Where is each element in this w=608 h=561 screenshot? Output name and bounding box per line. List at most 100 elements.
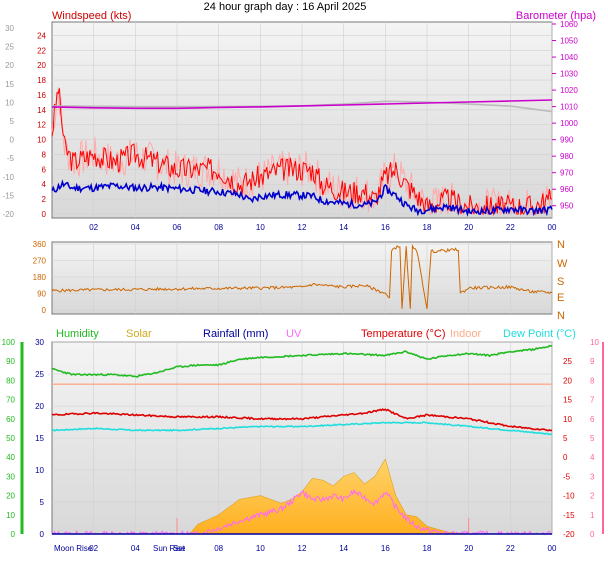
wind-tick-label: 0	[42, 210, 47, 219]
barometer-prev-series-line	[51, 100, 553, 113]
outer-tick-label: 10	[5, 98, 14, 107]
temp-tick-label: 20	[563, 376, 572, 385]
outer-tick-label: -15	[2, 191, 14, 200]
x-tick-label: 04	[131, 544, 140, 553]
rain-tick-label: 0	[40, 530, 45, 539]
baro-tick-label: 990	[560, 136, 574, 145]
rain-tick-label: 20	[35, 402, 44, 411]
rain-tick-label: 15	[35, 434, 44, 443]
temperature-label: Temperature (°C)	[361, 328, 445, 340]
humidity-tick-label: 60	[6, 415, 15, 424]
x-tick-label: 04	[131, 223, 140, 232]
humidity-tick-label: 20	[6, 492, 15, 501]
compass-tick-label: S	[557, 276, 564, 288]
temp-tick-label: -20	[563, 530, 575, 539]
dewpoint-label: Dew Point (°C)	[503, 328, 576, 340]
outer-tick-label: 0	[10, 136, 15, 145]
temp-series	[51, 344, 553, 536]
uv-tick-label: 9	[590, 357, 595, 366]
wind-avg-series-line	[51, 179, 553, 218]
baro-tick-label: 1020	[560, 86, 578, 95]
temp-tick-label: 15	[563, 396, 572, 405]
direction-series-line	[51, 243, 553, 309]
baro-tick-label: 1040	[560, 53, 578, 62]
wind-series	[51, 87, 553, 218]
humidity-tick-label: 80	[6, 376, 15, 385]
dir-tick-label: 0	[42, 306, 47, 315]
humidity-tick-label: 70	[6, 396, 15, 405]
outer-tick-label: 5	[10, 117, 15, 126]
baro-tick-label: 980	[560, 152, 574, 161]
baro-tick-label: 970	[560, 169, 574, 178]
humidity-tick-label: 0	[11, 530, 16, 539]
temp-axes: 0510152025300102030405060708090100-20-15…	[2, 338, 604, 553]
wind-tick-label: 6	[42, 165, 47, 174]
humidity-tick-label: 10	[6, 511, 15, 520]
humidity-tick-label: 90	[6, 357, 15, 366]
outer-tick-label: -20	[2, 210, 14, 219]
uv-tick-label: 0	[590, 530, 595, 539]
uv-tick-label: 1	[590, 511, 595, 520]
x-tick-label: 18	[423, 544, 432, 553]
rain-tick-label: 30	[35, 338, 44, 347]
x-tick-label: 16	[381, 223, 390, 232]
x-tick-label: 10	[256, 223, 265, 232]
humidity-tick-label: 40	[6, 453, 15, 462]
temperature-series-line	[51, 408, 553, 432]
outer-tick-label: -5	[7, 154, 15, 163]
solar-area	[52, 458, 552, 535]
wind-tick-label: 12	[37, 121, 46, 130]
wind-tick-label: 22	[37, 46, 46, 55]
wind-tick-label: 16	[37, 91, 46, 100]
dir-tick-label: 270	[33, 257, 47, 266]
baro-tick-label: 1050	[560, 37, 578, 46]
rainfall-label: Rainfall (mm)	[203, 328, 268, 340]
baro-tick-label: 1000	[560, 119, 578, 128]
dewpoint-series-line	[51, 421, 553, 436]
indoor-label: Indoor	[450, 328, 482, 340]
dir-tick-label: 90	[37, 290, 46, 299]
temp-tick-label: 10	[563, 415, 572, 424]
baro-tick-label: 960	[560, 185, 574, 194]
dir-tick-label: 180	[33, 273, 47, 282]
temp-tick-label: -15	[563, 511, 575, 520]
chart-title: 24 hour graph day : 16 April 2025	[204, 1, 367, 13]
outer-tick-label: -10	[2, 173, 14, 182]
sun-rise-marker: Sun Rise	[153, 544, 186, 553]
humidity-tick-label: 30	[6, 472, 15, 481]
baro-tick-label: 1060	[560, 20, 578, 29]
uv-tick-label: 2	[590, 492, 595, 501]
barometer-series-line	[51, 99, 553, 110]
x-tick-label: 02	[89, 544, 98, 553]
outer-tick-label: 30	[5, 24, 14, 33]
baro-tick-label: 1010	[560, 103, 578, 112]
uv-tick-label: 6	[590, 415, 595, 424]
uv-tick-label: 5	[590, 434, 595, 443]
wind-tick-label: 8	[42, 150, 47, 159]
x-tick-label: 08	[214, 544, 223, 553]
wind-tick-label: 10	[37, 136, 46, 145]
x-tick-label: 14	[339, 223, 348, 232]
uv-tick-label: 10	[590, 338, 599, 347]
humidity-series-line	[51, 344, 553, 378]
barometer-label: Barometer (hpa)	[516, 10, 596, 22]
uv-tick-label: 4	[590, 453, 595, 462]
uv-tick-label: 3	[590, 472, 595, 481]
direction-series	[51, 243, 553, 309]
temp-tick-label: -5	[563, 472, 571, 481]
temp-tick-label: 25	[563, 357, 572, 366]
x-tick-label: 10	[256, 544, 265, 553]
wind-tick-label: 2	[42, 195, 47, 204]
sun-moon-markers: Moon Rise Sun Rise Set	[54, 544, 186, 553]
wind-tick-label: 20	[37, 61, 46, 70]
x-tick-label: 12	[298, 223, 307, 232]
baro-tick-label: 1030	[560, 70, 578, 79]
x-tick-label: 22	[506, 544, 515, 553]
compass-tick-label: W	[557, 258, 568, 270]
uv-tick-label: 8	[590, 376, 595, 385]
wind-tick-label: 24	[37, 31, 46, 40]
x-tick-label: 22	[506, 223, 515, 232]
x-tick-label: 06	[173, 223, 182, 232]
outer-tick-label: 15	[5, 80, 14, 89]
